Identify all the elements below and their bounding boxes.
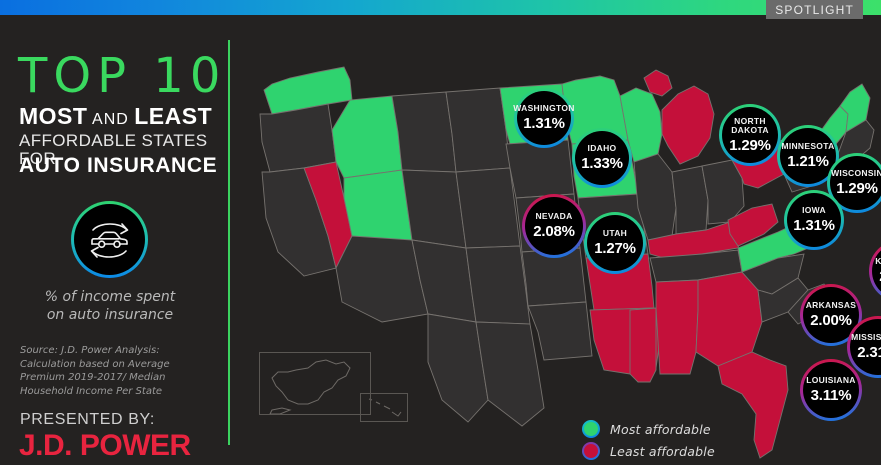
legend-item-good: Most affordable bbox=[582, 418, 715, 440]
page-title: TOP 10 bbox=[18, 48, 227, 104]
state-name: WASHINGTON bbox=[513, 103, 575, 114]
title-least: LEAST bbox=[134, 103, 213, 129]
state-bubble-minnesota[interactable]: MINNESOTA 1.21% bbox=[777, 125, 839, 187]
state-value: 1.33% bbox=[581, 154, 623, 172]
alaska-inset bbox=[259, 352, 371, 415]
car-cycle-icon bbox=[71, 201, 148, 278]
state-value: 2.00% bbox=[810, 311, 852, 329]
state-name: ARKANSAS bbox=[805, 300, 857, 311]
state-name: MISSISSIPPI bbox=[851, 332, 881, 343]
state-bubble-idaho[interactable]: IDAHO 1.33% bbox=[572, 128, 632, 188]
title-and: AND bbox=[87, 111, 135, 128]
state-bubble-washington[interactable]: WASHINGTON 1.31% bbox=[513, 88, 575, 148]
legend-label: Most affordable bbox=[610, 421, 711, 437]
state-name: MINNESOTA bbox=[781, 141, 835, 152]
state-value: 1.31% bbox=[523, 114, 565, 132]
state-name: UTAH bbox=[602, 228, 628, 239]
top-gradient-bar bbox=[0, 0, 881, 15]
us-map-svg: .st { fill:#323030; stroke:#76726e; stro… bbox=[259, 66, 875, 459]
title-most: MOST bbox=[19, 103, 88, 129]
state-name: IDAHO bbox=[587, 143, 617, 154]
state-value: 3.11% bbox=[810, 386, 852, 404]
state-name: IOWA bbox=[802, 205, 826, 216]
vertical-divider bbox=[228, 40, 230, 445]
state-name: LOUISIANA bbox=[806, 375, 856, 386]
hawaii-inset bbox=[360, 393, 408, 422]
state-bubble-north-dakota[interactable]: NORTH DAKOTA 1.29% bbox=[719, 104, 781, 166]
state-value: 1.29% bbox=[836, 179, 878, 197]
state-name: NORTH DAKOTA bbox=[731, 115, 769, 135]
source-note: Source: J.D. Power Analysis: Calculation… bbox=[20, 345, 170, 397]
legend-label: Least affordable bbox=[610, 443, 715, 459]
state-value: 2.08% bbox=[533, 222, 575, 240]
state-name: WISCONSIN bbox=[831, 168, 881, 179]
state-bubble-nevada[interactable]: NEVADA 2.08% bbox=[522, 194, 586, 258]
state-name: NEVADA bbox=[535, 211, 573, 222]
alaska-outline bbox=[269, 359, 351, 415]
state-bubble-arkansas[interactable]: ARKANSAS 2.00% bbox=[800, 284, 862, 346]
title-line-2: MOST AND LEAST bbox=[19, 105, 212, 131]
us-map: .st { fill:#323030; stroke:#76726e; stro… bbox=[232, 22, 881, 465]
state-bubble-utah[interactable]: UTAH 1.27% bbox=[584, 212, 646, 274]
state-bubble-iowa[interactable]: IOWA 1.31% bbox=[784, 190, 844, 250]
legend-dot-good-icon bbox=[582, 420, 600, 438]
state-bubble-louisiana[interactable]: LOUISIANA 3.11% bbox=[800, 359, 862, 421]
title-line-3: AFFORDABLE STATES FOR bbox=[19, 131, 208, 168]
state-bubble-wisconsin[interactable]: WISCONSIN 1.29% bbox=[827, 153, 881, 213]
legend-item-bad: Least affordable bbox=[582, 440, 715, 462]
brand-logo-jd-power: J.D. POWER bbox=[19, 429, 191, 462]
map-states bbox=[259, 66, 875, 459]
state-bubble-mississippi[interactable]: MISSISSIPPI2.31% bbox=[847, 316, 881, 378]
legend-dot-bad-icon bbox=[582, 442, 600, 460]
caption-income-spent: % of income spent on auto insurance bbox=[44, 289, 176, 323]
state-name: KENTUCKY bbox=[875, 256, 881, 267]
state-value: 1.27% bbox=[594, 239, 636, 257]
state-value: 1.21% bbox=[787, 152, 829, 170]
state-value: 2.14% bbox=[879, 268, 881, 285]
state-bubble-kentucky[interactable]: KENTUCKY2.14% bbox=[869, 240, 881, 302]
presented-by-label: PRESENTED BY: bbox=[20, 411, 155, 428]
spotlight-badge: SPOTLIGHT bbox=[766, 0, 863, 19]
left-panel: TOP 10 MOST AND LEAST AFFORDABLE STATES … bbox=[0, 15, 228, 465]
state-value: 1.31% bbox=[793, 216, 835, 234]
title-line-4: AUTO INSURANCE bbox=[19, 154, 218, 177]
map-legend: Most affordable Least affordable bbox=[582, 418, 715, 462]
state-value: 1.29% bbox=[729, 136, 771, 154]
state-value: 2.31% bbox=[857, 343, 881, 361]
